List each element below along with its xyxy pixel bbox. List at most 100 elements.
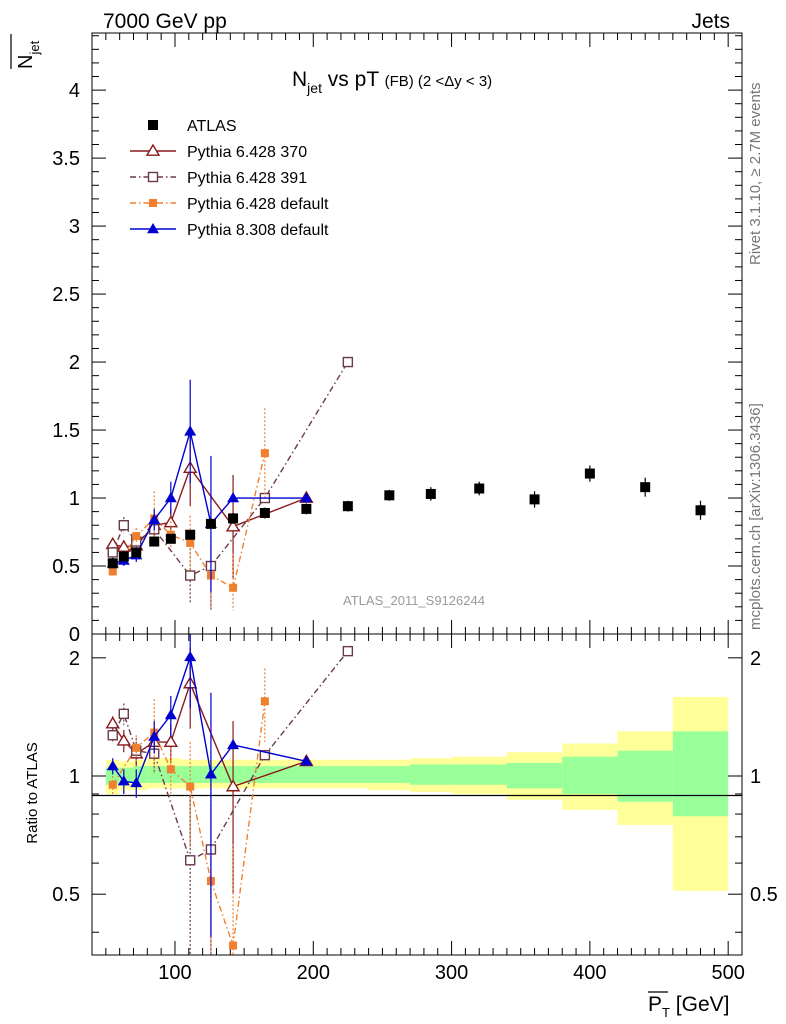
legend-label: Pythia 8.308 default bbox=[187, 222, 329, 239]
ratio-series-line bbox=[112, 650, 349, 862]
main-data-point bbox=[640, 482, 651, 493]
main-series-group bbox=[105, 356, 706, 611]
ratio-data-point bbox=[184, 650, 197, 662]
x-tick-label: 300 bbox=[435, 962, 468, 984]
ratio-data-point bbox=[260, 697, 269, 706]
ratio-data-point bbox=[186, 782, 195, 791]
main-data-point bbox=[342, 356, 354, 368]
ratio-series-pythia-6-428-default bbox=[108, 668, 269, 955]
main-data-point bbox=[227, 492, 240, 503]
ratio-series-pythia-6-428-391 bbox=[107, 645, 354, 955]
ratio-data-point bbox=[132, 743, 141, 752]
main-data-point bbox=[384, 490, 395, 501]
main-data-point bbox=[695, 505, 706, 516]
ratio-data-point bbox=[117, 775, 130, 786]
main-data-point bbox=[584, 468, 595, 479]
y-tick-label: 0.5 bbox=[52, 556, 80, 578]
green-band bbox=[223, 766, 245, 783]
y-tick-label: 0 bbox=[69, 624, 80, 646]
y-tick-label: 1.5 bbox=[52, 420, 80, 442]
y-label-main: N bbox=[15, 55, 37, 69]
main-data-point bbox=[342, 501, 353, 512]
ratio-data-point bbox=[225, 779, 241, 792]
main-series-line bbox=[112, 361, 349, 577]
main-data-point bbox=[185, 529, 196, 540]
main-series-line bbox=[112, 431, 307, 564]
legend-marker bbox=[147, 171, 159, 183]
ratio-data-point bbox=[166, 765, 175, 774]
main-series-pythia-8-308-default bbox=[106, 379, 313, 592]
main-data-point bbox=[184, 425, 197, 436]
ratio-data-point bbox=[163, 734, 179, 748]
ratio-data-point bbox=[164, 709, 177, 720]
ratio-data-point bbox=[184, 855, 196, 866]
ratio-data-point bbox=[342, 645, 354, 657]
ratio-data-point bbox=[300, 755, 313, 766]
green-band bbox=[617, 750, 673, 802]
x-label-unit: [GeV] bbox=[670, 993, 730, 1016]
header-left: 7000 GeV pp bbox=[103, 10, 227, 33]
title-main: N bbox=[292, 68, 307, 91]
y-tick-label: 3 bbox=[69, 216, 80, 238]
main-data-point bbox=[131, 547, 142, 558]
ratio-data-point bbox=[116, 733, 132, 746]
y-tick-label: 2.5 bbox=[52, 284, 80, 306]
green-band bbox=[147, 766, 162, 783]
main-data-point bbox=[107, 547, 118, 558]
green-band bbox=[181, 766, 203, 783]
ratio-uncertainty-bands bbox=[105, 696, 729, 891]
ratio-data-point bbox=[259, 749, 271, 761]
x-tick-label: 200 bbox=[297, 962, 330, 984]
ratio-data-point bbox=[229, 941, 238, 950]
main-data-point bbox=[118, 520, 130, 531]
main-data-point bbox=[425, 488, 436, 499]
main-data-point bbox=[225, 519, 241, 532]
legend-label: ATLAS bbox=[187, 118, 237, 135]
main-data-point bbox=[259, 507, 270, 518]
title-subscript: jet bbox=[306, 80, 322, 96]
green-band bbox=[368, 766, 411, 783]
ratio-axis-ticks bbox=[92, 634, 742, 955]
main-data-point bbox=[116, 539, 132, 552]
ratio-data-point bbox=[107, 730, 118, 741]
main-y-tick-labels: 0 0.5 1 1.5 2 2.5 3 3.5 4 bbox=[52, 80, 80, 646]
green-band bbox=[562, 756, 618, 794]
main-data-point bbox=[108, 567, 117, 576]
legend-item: Pythia 6.428 370 bbox=[130, 143, 307, 161]
green-band bbox=[161, 766, 182, 783]
main-data-point bbox=[301, 503, 312, 514]
main-data-point bbox=[186, 538, 195, 547]
y-tick-label: 1 bbox=[69, 488, 80, 510]
main-data-point bbox=[228, 513, 239, 524]
ratio-data-point bbox=[118, 708, 130, 720]
x-label-main: P bbox=[648, 993, 662, 1016]
mcplots-label: mcplots.cern.ch [arXiv:1306.3436] bbox=[747, 403, 764, 630]
ratio-y-tick-label-right: 0.5 bbox=[750, 884, 778, 906]
main-data-point bbox=[149, 536, 160, 547]
main-series-line bbox=[112, 466, 307, 548]
rivet-label: Rivet 3.1.10, ≥ 2.7M events bbox=[747, 83, 764, 266]
main-data-point bbox=[474, 483, 485, 494]
main-series-pythia-6-428-391 bbox=[107, 356, 354, 611]
ratio-y-tick-label-right: 2 bbox=[750, 648, 761, 670]
main-data-point bbox=[205, 518, 216, 529]
main-series-atlas bbox=[107, 465, 706, 569]
legend-item: Pythia 6.428 default bbox=[130, 196, 329, 213]
main-axis-ticks bbox=[92, 33, 742, 635]
main-data-point bbox=[229, 583, 238, 592]
legend-marker bbox=[149, 199, 157, 207]
main-data-point bbox=[164, 492, 177, 503]
ratio-y-axis-label: Ratio to ATLAS bbox=[24, 742, 41, 843]
y-label-text: Njet bbox=[15, 40, 42, 69]
y-tick-label: 4 bbox=[69, 80, 80, 102]
x-tick-label: 400 bbox=[573, 962, 606, 984]
green-band bbox=[410, 764, 452, 785]
main-data-point bbox=[529, 494, 540, 505]
legend-label: Pythia 6.428 391 bbox=[187, 170, 307, 187]
legend: ATLAS Pythia 6.428 370 Pythia 6.428 391 Pyt… bbox=[130, 118, 329, 239]
analysis-watermark: ATLAS_2011_S9126244 bbox=[343, 593, 485, 608]
main-data-point bbox=[148, 513, 161, 524]
legend-marker bbox=[148, 120, 158, 130]
legend-label: Pythia 6.428 default bbox=[187, 196, 329, 213]
